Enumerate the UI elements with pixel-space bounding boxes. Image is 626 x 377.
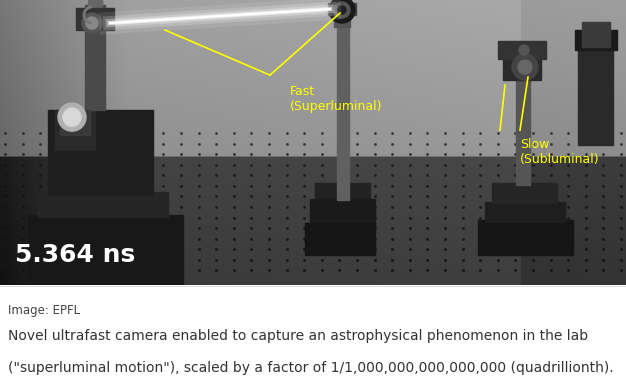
Bar: [485, 202, 565, 222]
Bar: [492, 183, 557, 203]
Text: Novel ultrafast camera enabled to capture an astrophysical phenomenon in the lab: Novel ultrafast camera enabled to captur…: [8, 329, 588, 343]
Bar: [28, 215, 183, 285]
Bar: [478, 220, 573, 255]
Text: 5.364 ns: 5.364 ns: [15, 244, 135, 267]
Bar: [48, 110, 153, 195]
Text: Image: EPFL: Image: EPFL: [8, 304, 80, 317]
Bar: [88, 0, 102, 7]
Bar: [503, 55, 541, 80]
Bar: [315, 183, 370, 205]
Bar: [310, 199, 375, 227]
Circle shape: [63, 108, 81, 126]
Circle shape: [518, 60, 532, 74]
Bar: [55, 110, 95, 150]
Text: ("superluminal motion"), scaled by a factor of 1/1,000,000,000,000,000 (quadrill: ("superluminal motion"), scaled by a fac…: [8, 360, 613, 374]
Bar: [516, 75, 530, 185]
Circle shape: [334, 2, 350, 18]
Bar: [85, 5, 105, 110]
Bar: [498, 41, 546, 59]
Bar: [334, 13, 350, 27]
Circle shape: [329, 0, 355, 23]
Bar: [76, 8, 114, 30]
Text: Slow
(Subluminal): Slow (Subluminal): [520, 138, 600, 166]
Bar: [578, 45, 613, 145]
Bar: [60, 110, 90, 135]
Bar: [328, 3, 356, 15]
Circle shape: [519, 45, 529, 55]
Bar: [38, 192, 168, 217]
Circle shape: [58, 103, 86, 131]
Circle shape: [82, 13, 102, 33]
Bar: [337, 10, 349, 200]
Bar: [582, 22, 610, 47]
Circle shape: [512, 54, 538, 80]
Text: Fast
(Superluminal): Fast (Superluminal): [290, 85, 382, 113]
Circle shape: [86, 17, 98, 29]
Circle shape: [338, 6, 346, 14]
Bar: [305, 223, 375, 255]
Bar: [575, 30, 617, 50]
